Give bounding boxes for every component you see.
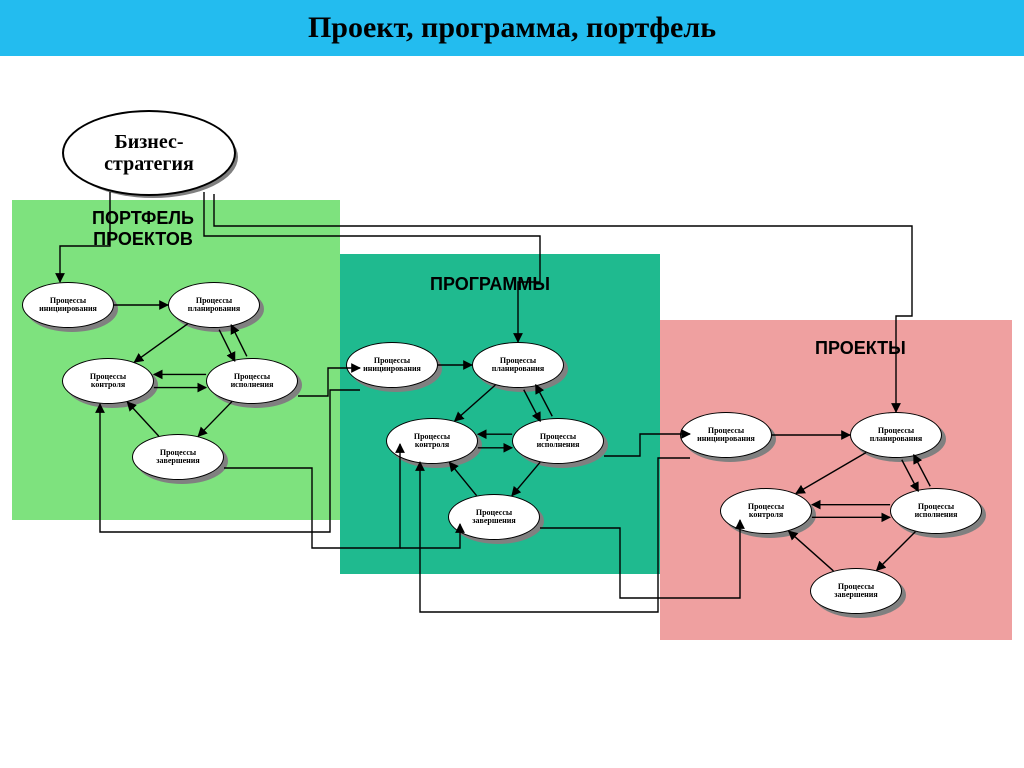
node-label-programs-init: Процессы инициирования (346, 342, 438, 388)
node-label-portfolio-close: Процессы завершения (132, 434, 224, 480)
node-label-projects-init: Процессы инициирования (680, 412, 772, 458)
node-portfolio-control: Процессы контроля (62, 358, 158, 408)
page-title: Проект, программа, портфель (308, 11, 716, 45)
node-programs-init: Процессы инициирования (346, 342, 442, 392)
node-label-programs-control: Процессы контроля (386, 418, 478, 464)
panel-label-portfolio: ПОРТФЕЛЬ ПРОЕКТОВ (92, 208, 194, 250)
node-label-projects-close: Процессы завершения (810, 568, 902, 614)
node-label-portfolio-init: Процессы инициирования (22, 282, 114, 328)
node-portfolio-close: Процессы завершения (132, 434, 228, 484)
node-label-programs-close: Процессы завершения (448, 494, 540, 540)
panel-label-programs: ПРОГРАММЫ (430, 274, 550, 295)
node-label-programs-plan: Процессы планирования (472, 342, 564, 388)
title-bar: Проект, программа, портфель (0, 0, 1024, 56)
node-label-projects-control: Процессы контроля (720, 488, 812, 534)
node-portfolio-plan: Процессы планирования (168, 282, 264, 332)
panel-label-projects: ПРОЕКТЫ (815, 338, 906, 359)
node-portfolio-exec: Процессы исполнения (206, 358, 302, 408)
node-projects-control: Процессы контроля (720, 488, 816, 538)
node-portfolio-init: Процессы инициирования (22, 282, 118, 332)
node-programs-control: Процессы контроля (386, 418, 482, 468)
node-label-portfolio-exec: Процессы исполнения (206, 358, 298, 404)
node-projects-exec: Процессы исполнения (890, 488, 986, 538)
node-label-portfolio-plan: Процессы планирования (168, 282, 260, 328)
strategy-label: Бизнес- стратегия (62, 110, 236, 196)
node-programs-plan: Процессы планирования (472, 342, 568, 392)
node-label-programs-exec: Процессы исполнения (512, 418, 604, 464)
node-projects-plan: Процессы планирования (850, 412, 946, 462)
node-programs-close: Процессы завершения (448, 494, 544, 544)
node-projects-close: Процессы завершения (810, 568, 906, 618)
node-label-portfolio-control: Процессы контроля (62, 358, 154, 404)
node-label-projects-plan: Процессы планирования (850, 412, 942, 458)
node-programs-exec: Процессы исполнения (512, 418, 608, 468)
strategy-node: Бизнес- стратегия (62, 110, 238, 198)
node-projects-init: Процессы инициирования (680, 412, 776, 462)
node-label-projects-exec: Процессы исполнения (890, 488, 982, 534)
